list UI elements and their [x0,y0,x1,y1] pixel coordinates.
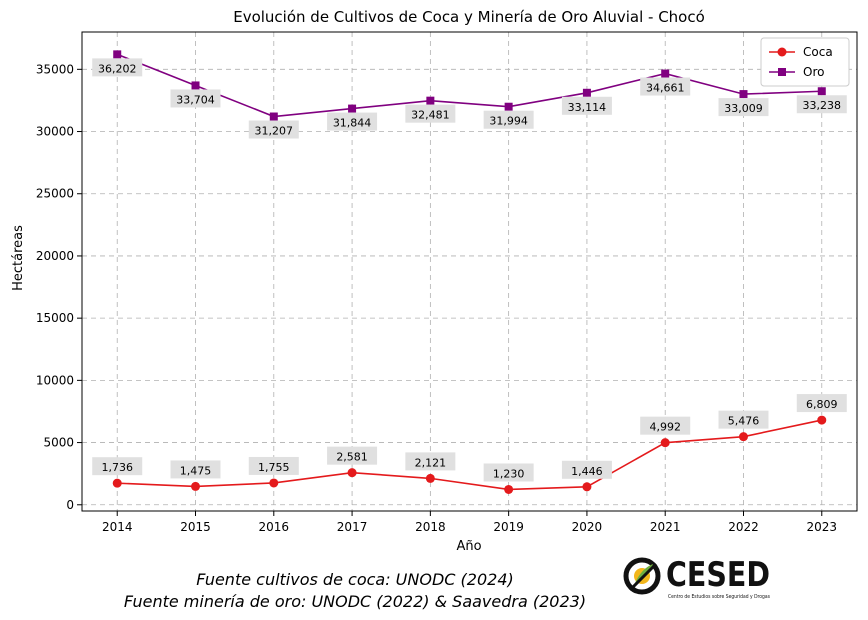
data-label: 1,475 [180,464,212,477]
x-tick-label: 2023 [806,520,837,534]
x-tick-label: 2015 [180,520,211,534]
data-point-coca [112,478,122,488]
logo-subtitle: Centro de Estudios sobre Seguridad y Dro… [668,594,770,600]
data-label: 31,207 [255,125,294,138]
data-point-oro [191,81,200,90]
x-tick-label: 2016 [259,520,290,534]
data-label-box [248,120,299,139]
data-point-coca [817,415,827,425]
data-point-coca [191,481,201,491]
data-label: 2,581 [336,451,368,464]
legend-label: Oro [803,65,824,79]
data-label-box [718,98,769,117]
data-label-box [170,460,221,479]
y-tick-label: 30000 [36,125,74,139]
data-label: 2,121 [415,456,447,469]
data-label: 33,114 [568,101,607,114]
data-label: 1,446 [571,465,603,478]
data-point-oro [582,88,591,97]
data-label-box [561,96,612,115]
source-oro: Fuente minería de oro: UNODC (2022) & Sa… [123,592,587,611]
data-point-coca [425,473,435,483]
chart-title: Evolución de Cultivos de Coca y Minería … [233,8,705,26]
data-label-box [718,410,769,429]
data-label: 5,476 [728,415,760,428]
data-label-box [248,456,299,475]
data-label: 31,844 [333,117,372,130]
data-point-coca [660,438,670,448]
y-axis-label: Hectáreas [11,225,26,291]
x-tick-label: 2020 [572,520,603,534]
y-tick-label: 5000 [43,436,74,450]
data-point-coca [347,468,357,478]
data-point-oro [739,90,748,99]
source-coca: Fuente cultivos de coca: UNODC (2024) [196,570,514,589]
legend-label: Coca [803,45,833,59]
data-label-box [92,457,143,476]
data-label: 34,661 [646,82,685,95]
x-tick-label: 2021 [650,520,681,534]
y-tick-label: 0 [66,498,74,512]
data-point-coca [582,482,592,492]
series-line-coca [117,419,822,491]
data-label: 36,202 [98,62,137,75]
data-point-oro [269,112,278,121]
data-label-box [92,58,143,77]
logo-name: CESED [666,555,770,595]
data-label-box [483,463,534,482]
data-point-coca [504,484,514,494]
data-point-oro [817,87,826,96]
data-point-coca [738,432,748,442]
x-tick-label: 2014 [102,520,133,534]
data-label: 33,704 [176,93,215,106]
x-tick-label: 2019 [493,520,524,534]
y-tick-label: 20000 [36,249,74,263]
data-label: 4,992 [649,421,681,434]
data-label-box [170,89,221,108]
data-point-oro [661,69,670,78]
plot-area: 2014 2015 2016 2017 2018 2019 2020 2021 2022 2023… [36,31,858,534]
line-chart: Evolución de Cultivos de Coca y Minería … [11,8,858,554]
logo-emblem-icon [623,557,661,595]
data-label-box [796,394,847,413]
data-label: 31,994 [489,115,528,128]
data-label-box [796,95,847,114]
data-label-box [561,460,612,479]
y-tick-label: 10000 [36,373,74,387]
data-label-box [483,110,534,129]
plot-frame [81,31,858,512]
data-label-box [405,452,456,471]
data-point-oro [348,104,357,113]
y-tick-label: 25000 [36,187,74,201]
legend-marker-coca [777,47,787,57]
data-label-box [327,446,378,465]
data-label: 33,009 [724,102,763,115]
y-tick-label: 35000 [36,62,74,76]
x-tick-label: 2017 [337,520,368,534]
data-label: 33,238 [803,99,842,112]
x-tick-label: 2022 [728,520,759,534]
data-label-box [405,104,456,123]
data-label-box [640,416,691,435]
x-tick-label: 2018 [415,520,446,534]
cesed-logo: CESED Centro de Estudios sobre Seguridad… [623,555,770,600]
data-point-oro [426,96,435,105]
data-label: 6,809 [806,398,838,411]
series-line-oro [116,53,822,118]
y-tick-label: 15000 [36,311,74,325]
data-label: 1,230 [493,467,525,480]
data-point-oro [504,102,513,111]
data-point-coca [269,478,279,488]
data-point-oro [113,50,122,59]
data-label: 1,736 [101,461,133,474]
data-label-box [327,112,378,131]
data-label: 1,755 [258,461,290,474]
data-label-box [640,77,691,96]
legend-marker-oro [778,68,786,76]
data-label: 32,481 [411,109,450,122]
x-axis-label: Año [456,539,481,554]
